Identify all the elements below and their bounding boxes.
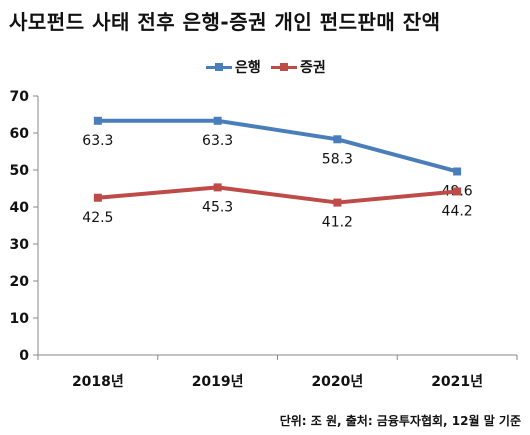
y-tick-label: 60: [10, 126, 30, 142]
data-point-securities: [93, 193, 102, 202]
legend-label-bank: 은행: [235, 60, 261, 76]
series-line-securities: [97, 185, 458, 205]
legend-swatch-securities: [271, 62, 297, 71]
legend: 은행 증권: [0, 57, 530, 79]
data-label-securities: 45.3: [202, 199, 233, 215]
legend-label-securities: 증권: [300, 60, 326, 76]
source-note: 단위: 조 원, 출처: 금융투자협회, 12월 말 기준: [279, 414, 521, 428]
data-label-bank: 63.3: [202, 133, 233, 149]
x-tick-label: 2019년: [192, 374, 244, 390]
legend-item-securities: 증권: [271, 57, 326, 77]
data-label-securities: 42.5: [82, 210, 113, 226]
y-tick-label: 20: [10, 274, 30, 290]
data-label-securities: 41.2: [322, 215, 353, 231]
y-tick-label: 70: [10, 89, 30, 105]
x-tick-label: 2018년: [72, 374, 124, 390]
x-tick-label: 2020년: [311, 374, 363, 390]
series-line-bank: [97, 118, 458, 174]
data-point-securities: [333, 198, 342, 207]
y-tick-label: 40: [10, 200, 30, 216]
data-point-bank: [213, 116, 222, 125]
legend-swatch-bank: [206, 62, 232, 71]
legend-item-bank: 은행: [206, 57, 261, 77]
data-label-bank: 58.3: [322, 151, 353, 167]
data-point-securities: [213, 183, 222, 192]
data-label-bank: 63.3: [82, 133, 113, 149]
y-tick-label: 30: [10, 237, 30, 253]
data-point-bank: [333, 135, 342, 144]
y-tick-label: 50: [10, 163, 30, 179]
data-point-bank: [453, 167, 462, 176]
chart-title: 사모펀드 사태 전후 은행-증권 개인 펀드판매 잔액: [9, 10, 441, 34]
data-point-securities: [453, 187, 462, 196]
y-tick-label: 10: [10, 311, 30, 327]
x-tick-label: 2021년: [431, 374, 483, 390]
data-point-bank: [93, 116, 102, 125]
y-tick-label: 0: [19, 348, 29, 364]
data-label-securities: 44.2: [442, 203, 473, 219]
